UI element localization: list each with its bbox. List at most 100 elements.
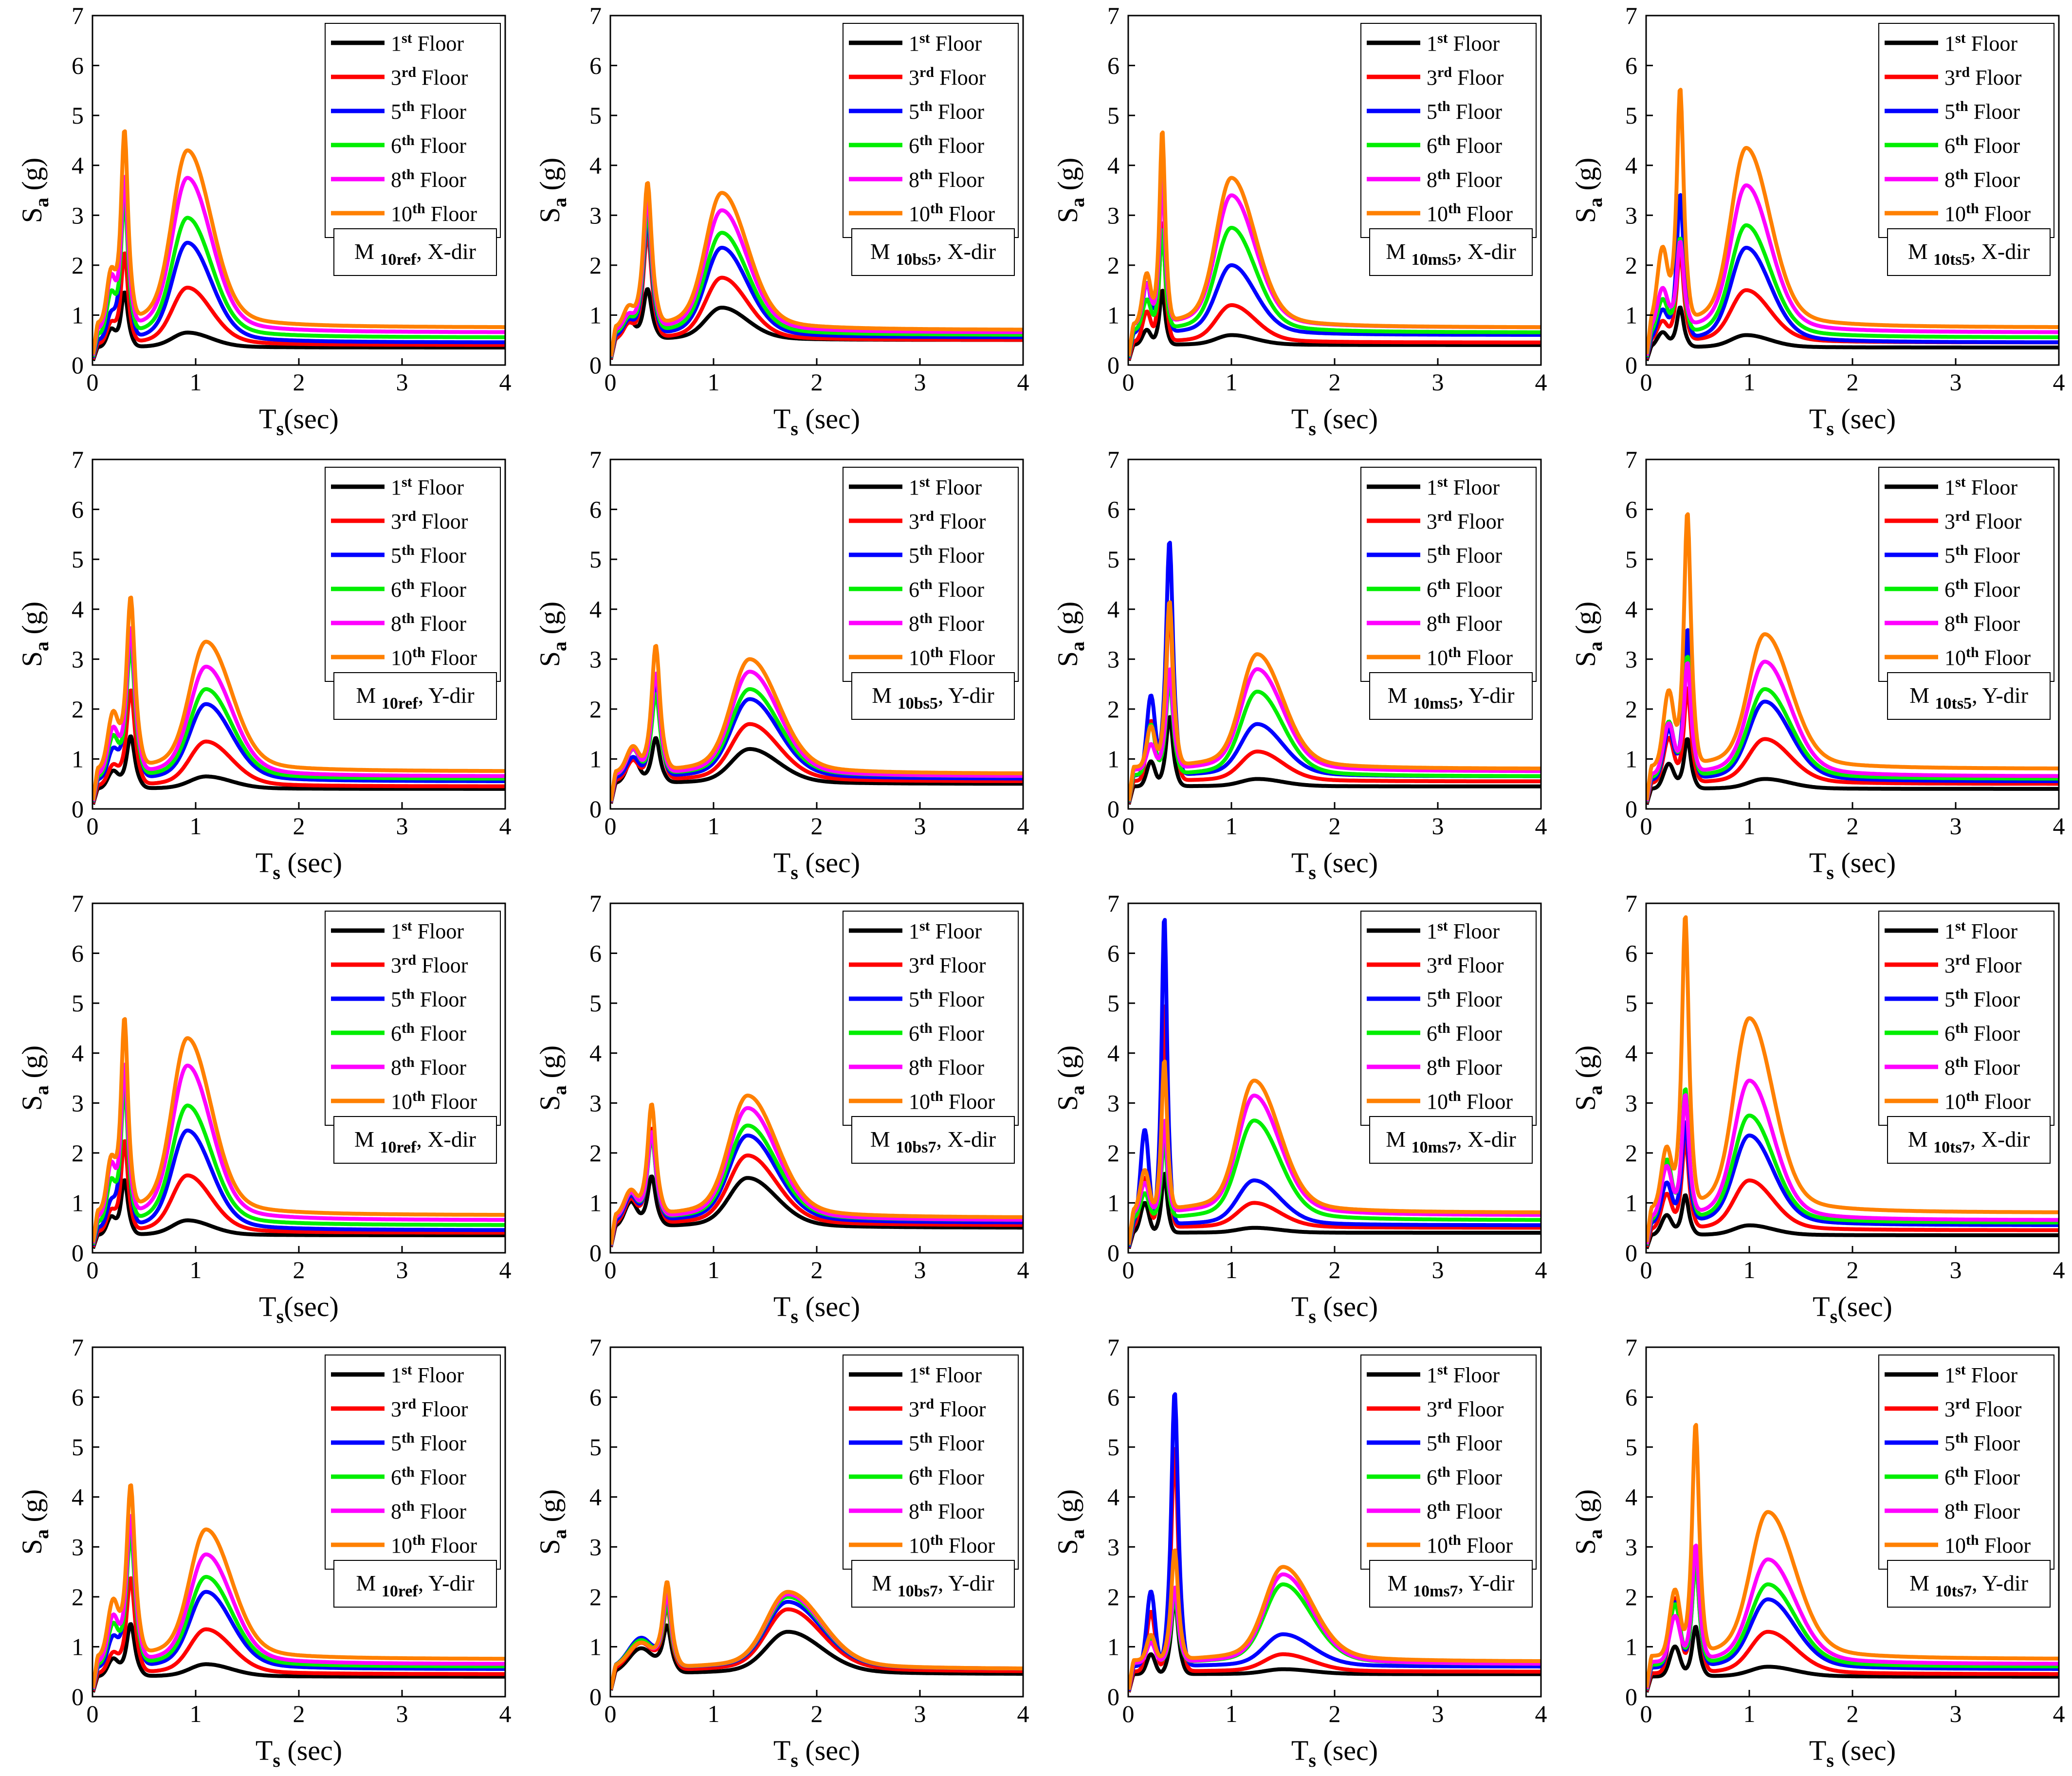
legend-label: 6th Floor [1427, 1464, 1502, 1489]
x-tick-label: 4 [1535, 812, 1547, 840]
chart-panel: 0 1 2 3 4 0 1 2 3 4 5 6 7 Sa (g) Ts (sec) 1st Floor 3rd … [518, 444, 1036, 888]
model-tag: M 10ms7, Y-dir [1369, 1560, 1533, 1608]
x-tick-label: 4 [2053, 812, 2065, 840]
series-line-6 [1128, 600, 1541, 801]
chart-panel: 0 1 2 3 4 0 1 2 3 4 5 6 7 Sa (g) Ts(sec) 1st Floor 3rd F… [1554, 888, 2072, 1332]
legend-label: 8th Floor [1944, 1498, 2020, 1523]
series-line-4 [1646, 1087, 2059, 1245]
legend-label: 8th Floor [909, 1054, 984, 1080]
chart-svg: 0 1 2 3 4 0 1 2 3 4 5 6 7 Sa (g) Ts(sec) 1st Floor 3rd F… [16, 890, 512, 1327]
y-tick-label: 3 [1107, 1533, 1119, 1560]
chart-panel: 0 1 2 3 4 0 1 2 3 4 5 6 7 Sa (g) Ts (sec) 1st Floor 3rd … [1036, 888, 1554, 1332]
series-line-1 [1128, 289, 1541, 361]
y-tick-label: 2 [1107, 252, 1119, 279]
legend-box [325, 1355, 501, 1570]
model-tag: M 10ts5, Y-dir [1887, 672, 2051, 720]
y-tick-label: 7 [589, 890, 602, 917]
y-tick-label: 4 [1625, 1483, 1637, 1511]
series-line-3 [1646, 193, 2059, 359]
legend: 1st Floor 3rd Floor 5th Floor 6th Floor 8th … [843, 467, 1019, 682]
legend-label: 10th Floor [1944, 644, 2031, 670]
y-tick-label: 7 [72, 890, 84, 917]
y-tick-label: 1 [589, 1633, 602, 1660]
y-tick-label: 0 [1107, 1239, 1119, 1266]
model-tag-label: M 10ts5, Y-dir [1909, 683, 2028, 713]
series-line-4 [1646, 655, 2059, 803]
series-line-2 [1646, 1546, 2059, 1692]
x-tick-label: 2 [1329, 812, 1341, 840]
y-tick-label: 0 [1107, 1683, 1119, 1710]
x-axis-label: Ts (sec) [773, 847, 860, 883]
legend-label: 3rd Floor [1944, 508, 2022, 533]
y-tick-label: 2 [1107, 1139, 1119, 1167]
legend-label: 3rd Floor [391, 64, 468, 90]
series-line-3 [92, 1515, 505, 1691]
legend-label: 6th Floor [391, 1464, 466, 1489]
legend-label: 8th Floor [909, 1498, 984, 1523]
chart-svg: 0 1 2 3 4 0 1 2 3 4 5 6 7 Sa (g) Ts(sec) 1st Floor 3rd F… [1570, 890, 2065, 1327]
y-tick-label: 5 [1107, 989, 1119, 1017]
series-line-3 [92, 627, 505, 803]
x-axis-label: Ts (sec) [256, 847, 342, 883]
legend-label: 1st Floor [1944, 30, 2017, 55]
x-tick-label: 0 [1640, 368, 1652, 396]
x-tick-label: 4 [2053, 368, 2065, 396]
x-tick-label: 4 [2053, 1700, 2065, 1727]
legend-label: 8th Floor [391, 1498, 466, 1523]
x-tick-label: 2 [1329, 1700, 1341, 1727]
series-line-5 [1646, 1543, 2059, 1689]
x-tick-label: 3 [914, 1700, 926, 1727]
series-group [92, 1017, 505, 1249]
series-line-1 [1646, 305, 2059, 362]
y-tick-label: 5 [72, 546, 84, 573]
legend-label: 5th Floor [1427, 98, 1502, 124]
x-tick-label: 3 [1432, 1256, 1444, 1283]
y-tick-label: 4 [589, 1483, 602, 1511]
legend-label: 5th Floor [391, 542, 466, 568]
y-tick-label: 4 [589, 596, 602, 623]
legend-label: 10th Floor [391, 644, 477, 670]
y-tick-label: 0 [589, 1239, 602, 1266]
x-tick-label: 4 [1017, 1700, 1029, 1727]
legend-label: 10th Floor [909, 644, 995, 670]
y-tick-label: 1 [1107, 1633, 1119, 1660]
legend-label: 6th Floor [1427, 576, 1502, 602]
model-tag: M 10bs5, X-dir [851, 228, 1015, 276]
legend-label: 10th Floor [391, 1532, 477, 1557]
series-line-4 [1128, 226, 1541, 358]
y-tick-label: 0 [72, 1683, 84, 1710]
y-tick-label: 0 [1625, 1239, 1637, 1266]
y-tick-label: 2 [1107, 1583, 1119, 1611]
legend-label: 8th Floor [909, 166, 984, 192]
y-axis-label: Sa (g) [534, 1489, 570, 1555]
x-tick-label: 0 [605, 812, 617, 840]
y-tick-label: 3 [72, 201, 84, 229]
y-tick-label: 4 [1107, 1483, 1119, 1511]
series-line-6 [1128, 1548, 1541, 1690]
x-axis-label: Ts (sec) [773, 1291, 860, 1327]
y-tick-label: 7 [1107, 890, 1119, 917]
series-line-6 [1646, 88, 2059, 355]
y-tick-label: 0 [1107, 351, 1119, 379]
y-tick-label: 5 [1625, 546, 1637, 573]
series-line-5 [1646, 1079, 2059, 1245]
model-tag-box [1369, 672, 1533, 720]
legend-label: 10th Floor [1944, 201, 2031, 226]
x-axis-label: Ts(sec) [259, 1291, 339, 1327]
series-line-3 [610, 685, 1023, 803]
chart-svg: 0 1 2 3 4 0 1 2 3 4 5 6 7 Sa (g) Ts (sec) 1st Floor 3rd … [534, 2, 1029, 439]
series-line-1 [92, 734, 505, 805]
x-tick-label: 4 [2053, 1256, 2065, 1283]
series-line-1 [1646, 1625, 2059, 1693]
legend: 1st Floor 3rd Floor 5th Floor 6th Floor 8th … [1360, 911, 1537, 1126]
series-group [92, 595, 505, 805]
legend-box [1878, 911, 2054, 1126]
legend-label: 10th Floor [1427, 644, 1513, 670]
legend-label: 8th Floor [1427, 1054, 1502, 1080]
series-line-5 [1128, 1572, 1541, 1690]
x-tick-label: 0 [87, 1700, 99, 1727]
legend-label: 3rd Floor [391, 508, 468, 533]
x-tick-label: 3 [396, 1256, 408, 1283]
model-tag-box [1369, 228, 1533, 276]
legend-label: 8th Floor [1944, 1054, 2020, 1080]
